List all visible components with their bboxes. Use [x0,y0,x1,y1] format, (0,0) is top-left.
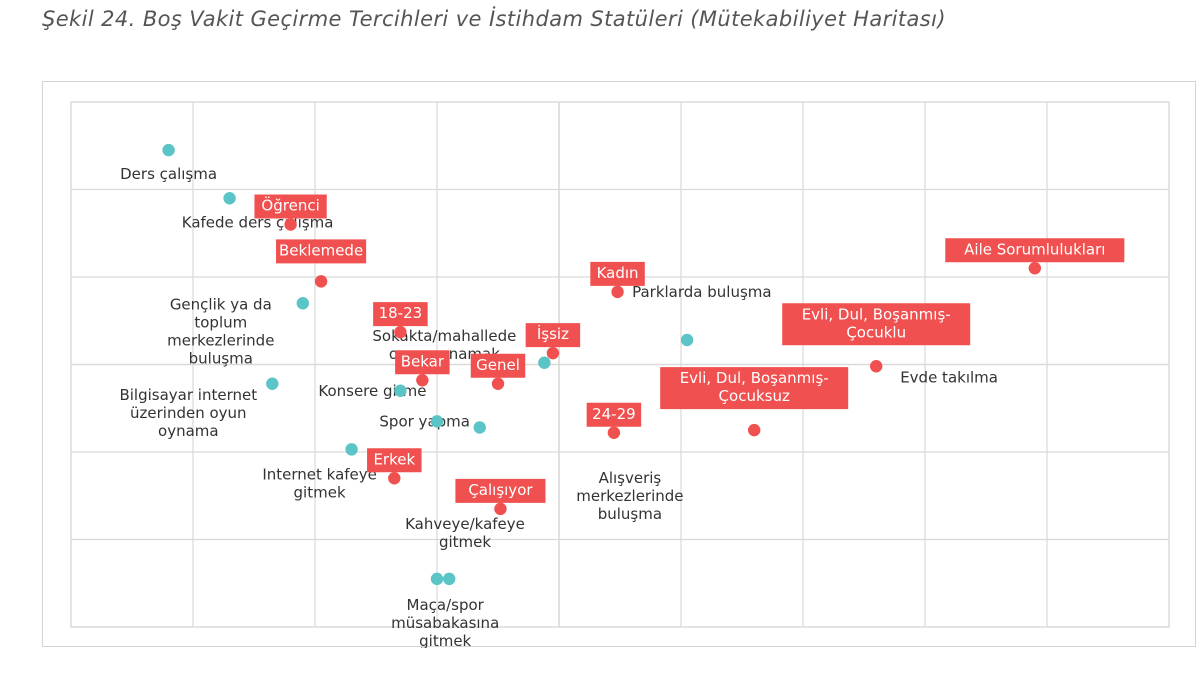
category-label: Evli, Dul, Boşanmış-Çocuklu [802,305,951,341]
category-label-box [586,402,642,427]
activity-point [430,415,444,428]
category-point [1028,262,1041,275]
activity-point [473,421,486,434]
category-label-box [276,239,367,264]
activity-point [223,192,236,205]
category-point [394,325,407,339]
activity-label: Internet kafeye gitmek [262,465,377,501]
category-point [870,360,883,373]
category-point [314,275,328,288]
category-label: 24-29 [592,405,636,423]
category-point [611,285,624,299]
category-label: Aile Sorumlulukları [964,240,1105,258]
category-label: 18-23 [379,304,423,322]
figure-caption: Şekil 24. Boş Vakit Geçirme Tercihleri v… [42,7,946,31]
category-point [416,374,429,387]
category-label-box [470,353,526,378]
category-point [546,346,560,360]
category-label: Genel [476,356,520,374]
category-point [494,502,507,516]
category-label: Evli, Dul, Boşanmış-Çocuksuz [680,369,829,405]
activity-label: Gençlik ya da toplum merkezlerinde buluşma [167,295,274,367]
activity-label: Ders çalışma [120,165,217,183]
category-label-box [660,367,849,410]
category-label: İşsiz [537,324,569,343]
category-label: Kadın [597,264,639,282]
category-label-box [367,448,422,473]
category-point [491,377,505,390]
category-point [284,218,297,231]
activity-point [538,356,551,369]
activity-label: Evde takılma [900,368,998,386]
activity-label: Spor yapma [379,413,470,431]
activity-point [345,443,358,456]
activity-point [394,384,407,397]
activity-point [430,572,444,586]
activity-label: Kahveye/kafeye gitmek [405,515,525,551]
category-label-box [455,478,546,503]
category-label: Erkek [373,450,415,468]
category-label: Öğrenci [261,196,319,215]
chart-frame: Ders çalışma Kafede ders çalışma Gençlik y… [42,81,1196,648]
category-label: Bekar [401,352,445,370]
activity-point [266,377,279,390]
category-label-box [782,303,971,346]
activity-point [443,572,456,586]
category-point [748,423,761,437]
activity-label: Alışveriş merkezlerinde buluşma [576,469,683,523]
activity-label: Parklarda buluşma [632,283,771,301]
activity-label: Konsere gitme [318,382,426,400]
category-label-box [373,302,428,327]
activity-point [162,143,175,157]
category-label-box [395,350,450,375]
category-label-box [945,238,1125,263]
category-point [388,472,401,485]
category-point [607,426,621,439]
category-label-box [590,261,645,286]
category-label: Çalışıyor [468,481,533,499]
category-label-box [254,194,327,219]
category-label-box [525,323,581,348]
activity-point [296,297,309,310]
activity-label: Bilgisayar internet üzerinden oyun oynama [119,386,257,440]
category-label: Beklemede [279,241,363,259]
point-layer [162,143,1041,586]
activity-point [680,333,694,347]
activity-label: Maça/spor müsabakasına gitmek [391,596,499,648]
